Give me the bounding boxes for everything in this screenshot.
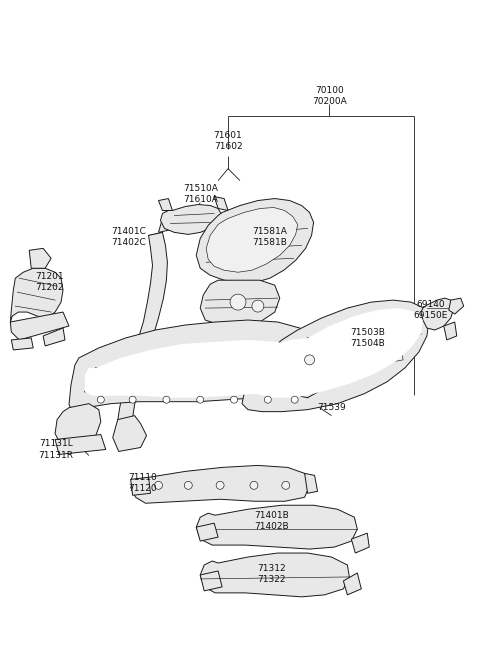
Polygon shape: [196, 523, 218, 541]
Circle shape: [155, 481, 162, 489]
Polygon shape: [206, 208, 298, 272]
Polygon shape: [242, 300, 429, 411]
Text: 71503B
71504B: 71503B 71504B: [350, 328, 384, 348]
Polygon shape: [379, 344, 403, 364]
Circle shape: [184, 481, 192, 489]
Polygon shape: [200, 571, 222, 591]
Circle shape: [197, 396, 204, 403]
Polygon shape: [444, 322, 457, 340]
Circle shape: [216, 481, 224, 489]
Polygon shape: [12, 338, 33, 350]
Polygon shape: [131, 477, 151, 495]
Circle shape: [250, 481, 258, 489]
Circle shape: [97, 396, 104, 403]
Circle shape: [230, 294, 246, 310]
Text: 71601
71602: 71601 71602: [214, 131, 242, 151]
Polygon shape: [55, 434, 106, 455]
Text: 71539: 71539: [317, 403, 346, 412]
Text: 71581A
71581B: 71581A 71581B: [252, 227, 287, 248]
Polygon shape: [160, 204, 222, 234]
Polygon shape: [11, 312, 69, 340]
Polygon shape: [351, 533, 369, 553]
Text: 69140
69150E: 69140 69150E: [414, 300, 448, 320]
Text: 70100
70200A: 70100 70200A: [312, 86, 347, 106]
Circle shape: [129, 396, 136, 403]
Polygon shape: [29, 248, 51, 269]
Circle shape: [282, 481, 290, 489]
Polygon shape: [113, 416, 146, 451]
Circle shape: [264, 396, 271, 403]
Polygon shape: [196, 198, 313, 282]
Circle shape: [252, 300, 264, 312]
Polygon shape: [196, 505, 357, 549]
Polygon shape: [55, 403, 101, 445]
Polygon shape: [158, 216, 180, 233]
Polygon shape: [214, 196, 228, 210]
Text: 71510A
71610A: 71510A 71610A: [183, 183, 217, 204]
Polygon shape: [69, 320, 322, 411]
Polygon shape: [305, 474, 318, 493]
Polygon shape: [200, 553, 349, 597]
Text: 71201
71202: 71201 71202: [35, 272, 63, 292]
Polygon shape: [131, 466, 310, 503]
Text: 71401B
71402B: 71401B 71402B: [254, 511, 289, 531]
Polygon shape: [85, 340, 308, 398]
Polygon shape: [449, 298, 464, 314]
Polygon shape: [248, 308, 423, 398]
Text: 71131L
71131R: 71131L 71131R: [38, 440, 73, 460]
Polygon shape: [43, 328, 65, 346]
Polygon shape: [421, 298, 454, 330]
Polygon shape: [11, 269, 63, 322]
Text: 71110
71120: 71110 71120: [128, 474, 157, 493]
Polygon shape: [200, 280, 280, 325]
Circle shape: [163, 396, 170, 403]
Polygon shape: [158, 198, 172, 210]
Text: 71312
71322: 71312 71322: [257, 564, 286, 584]
Circle shape: [305, 355, 314, 365]
Text: 71401C
71402C: 71401C 71402C: [111, 227, 146, 248]
Circle shape: [230, 396, 238, 403]
Polygon shape: [343, 573, 361, 595]
Polygon shape: [118, 233, 168, 421]
Circle shape: [291, 396, 298, 403]
